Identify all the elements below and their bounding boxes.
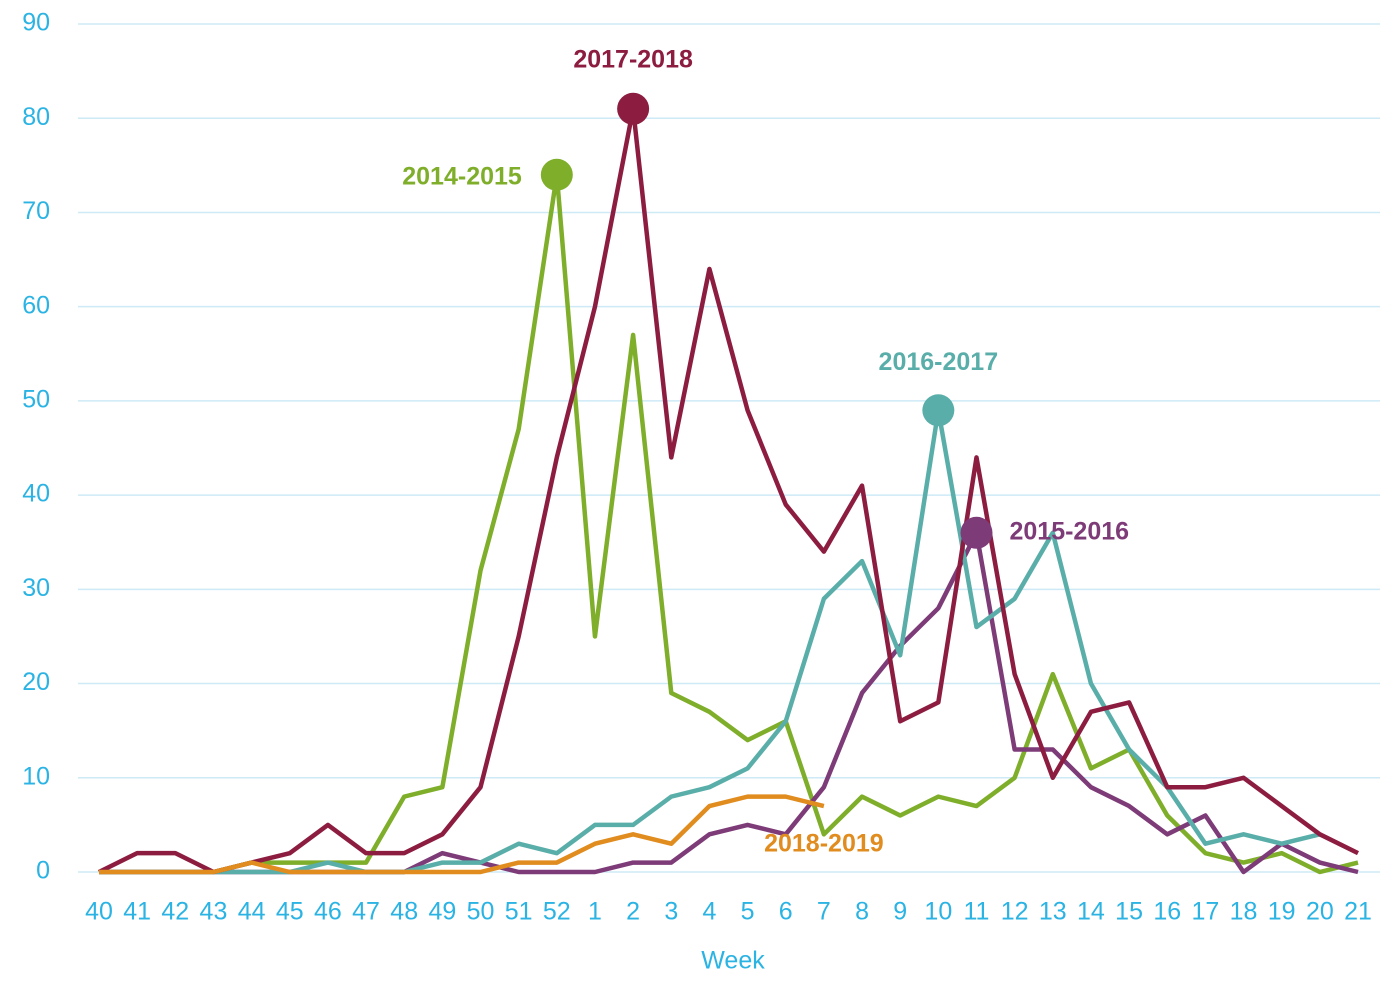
series-line	[99, 408, 1321, 875]
y-tick-label: 10	[22, 762, 50, 790]
x-tick-label: 13	[1039, 898, 1067, 926]
x-tick-label: 12	[1001, 898, 1029, 926]
series-line	[99, 794, 825, 875]
series-line	[98, 106, 1359, 875]
peak-marker	[540, 158, 573, 191]
x-tick-label: 10	[924, 898, 952, 926]
series-label: 2018-2019	[764, 830, 884, 858]
series-label: 2017-2018	[573, 45, 693, 73]
series-label: 2016-2017	[879, 348, 999, 376]
x-tick-label: 1	[588, 898, 602, 926]
peak-marker	[960, 516, 993, 549]
x-tick-label: 51	[505, 898, 533, 926]
y-tick-label: 30	[22, 574, 50, 602]
x-tick-label: 2	[626, 898, 640, 926]
y-tick-label: 20	[22, 668, 50, 696]
series-label: 2015-2016	[1009, 517, 1129, 545]
x-tick-label: 20	[1306, 898, 1334, 926]
series-line	[99, 530, 1359, 875]
x-tick-label: 49	[428, 898, 456, 926]
x-tick-label: 45	[276, 898, 304, 926]
x-tick-label: 3	[664, 898, 678, 926]
y-tick-label: 60	[22, 291, 50, 319]
x-tick-label: 14	[1077, 898, 1105, 926]
x-tick-label: 48	[390, 898, 418, 926]
x-tick-label: 21	[1344, 898, 1372, 926]
y-tick-label: 90	[22, 9, 50, 37]
x-tick-label: 6	[779, 898, 793, 926]
x-axis-label: Week	[701, 947, 765, 975]
x-tick-label: 11	[964, 898, 990, 926]
x-tick-label: 42	[161, 898, 189, 926]
series-line	[99, 172, 1359, 875]
y-tick-label: 0	[36, 857, 50, 885]
x-tick-label: 18	[1230, 898, 1258, 926]
x-tick-label: 44	[238, 898, 266, 926]
y-tick-label: 80	[22, 103, 50, 131]
x-tick-label: 46	[314, 898, 342, 926]
y-tick-label: 40	[22, 480, 50, 508]
x-tick-label: 43	[200, 898, 228, 926]
x-tick-label: 50	[467, 898, 495, 926]
x-tick-label: 8	[855, 898, 869, 926]
x-tick-label: 17	[1191, 898, 1219, 926]
x-tick-label: 15	[1115, 898, 1143, 926]
peak-marker	[922, 394, 955, 427]
x-tick-label: 4	[702, 898, 716, 926]
x-tick-label: 41	[123, 898, 151, 926]
x-tick-label: 19	[1268, 898, 1296, 926]
peak-marker	[617, 92, 650, 125]
x-tick-label: 9	[893, 898, 907, 926]
x-tick-label: 7	[817, 898, 831, 926]
x-tick-label: 40	[85, 898, 113, 926]
x-tick-label: 5	[741, 898, 755, 926]
y-tick-label: 50	[22, 385, 50, 413]
x-tick-label: 47	[352, 898, 380, 926]
x-tick-label: 16	[1153, 898, 1181, 926]
series-label: 2014-2015	[402, 162, 522, 190]
x-tick-label: 52	[543, 898, 571, 926]
y-tick-label: 70	[22, 197, 50, 225]
